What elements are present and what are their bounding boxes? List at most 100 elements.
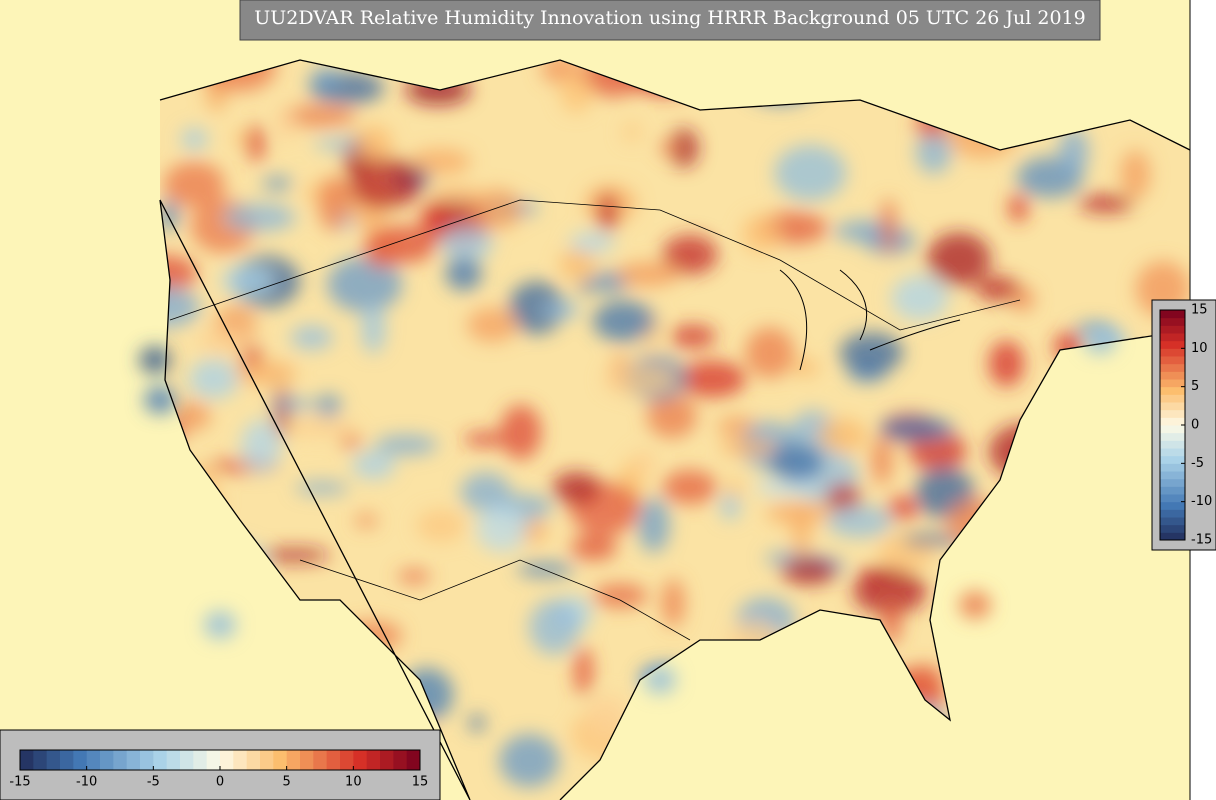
field-blob <box>719 439 778 456</box>
field-blob <box>173 401 211 431</box>
colorbar-swatch <box>1160 440 1185 449</box>
field-blob <box>659 140 680 156</box>
offshore-blob <box>1084 326 1116 354</box>
colorbar-swatch <box>1160 379 1185 388</box>
field-blob <box>577 280 594 293</box>
tick-label: -15 <box>1191 533 1212 548</box>
colorbar-swatch <box>1160 509 1185 518</box>
colorbar-swatch <box>1160 325 1185 334</box>
colorbar-swatch <box>166 750 181 770</box>
colorbar-swatch <box>246 750 261 770</box>
colorbar-swatch <box>1160 371 1185 380</box>
field-blob <box>475 504 528 553</box>
colorbar-swatch <box>233 750 248 770</box>
offshore-blob <box>644 666 676 694</box>
field-blob <box>886 496 919 521</box>
colorbar-swatch <box>1160 409 1185 418</box>
colorbar-swatch <box>1160 333 1185 342</box>
colorbar-swatch <box>113 750 128 770</box>
field-blob <box>826 504 893 538</box>
field-blob <box>927 232 991 287</box>
offshore-blob <box>139 346 171 374</box>
colorbar-swatch <box>340 750 354 770</box>
offshore-field <box>139 326 1116 694</box>
colorbar-swatch <box>1160 317 1185 326</box>
field-blob <box>364 231 402 268</box>
offshore-blob <box>204 611 236 639</box>
colorbar-swatch <box>406 750 421 770</box>
field-blob <box>240 419 282 473</box>
field-blob <box>552 471 601 505</box>
colorbar-swatch <box>273 750 288 770</box>
colorbar-swatch <box>100 750 114 770</box>
field-blob <box>409 148 472 175</box>
field-blob <box>631 449 657 476</box>
field-blob <box>637 497 670 553</box>
field-blob <box>499 734 560 788</box>
field-blob <box>280 105 357 127</box>
colorbar-swatch <box>126 750 141 770</box>
field-blob <box>669 128 699 168</box>
tick-label: 15 <box>1191 303 1208 318</box>
offshore-blob <box>959 591 991 619</box>
field-blob <box>354 513 378 528</box>
field-blob <box>574 646 593 696</box>
tick-label: 5 <box>1191 379 1199 394</box>
field-blob <box>662 235 718 275</box>
field-blob <box>745 327 795 379</box>
field-blob <box>223 203 296 232</box>
colorbar-swatch <box>326 750 341 770</box>
field-blob <box>294 481 350 495</box>
colorbar-swatch <box>1160 501 1185 510</box>
colorbar-swatch <box>1160 386 1185 395</box>
field-blob <box>597 192 618 233</box>
tick-label: -15 <box>9 775 30 790</box>
field-blob <box>468 714 485 732</box>
field-blob <box>397 569 431 584</box>
field-blob <box>351 450 396 480</box>
field-blob <box>1058 128 1089 176</box>
field-blob <box>1078 194 1134 213</box>
colorbar-swatch <box>1160 402 1185 411</box>
field-blob <box>909 430 967 471</box>
coastline <box>159 59 1191 800</box>
field-blob <box>661 578 685 628</box>
field-blob <box>416 508 466 543</box>
colorbar-swatch <box>1160 310 1185 319</box>
colorbar-swatch <box>393 750 408 770</box>
field-blob <box>570 534 618 561</box>
colorbar-swatch <box>33 750 48 770</box>
field-blob <box>569 231 616 254</box>
field-blob <box>234 360 297 386</box>
field-blob <box>221 265 275 296</box>
colorbar-swatch <box>193 750 208 770</box>
field-blob <box>1008 193 1029 223</box>
field-blob <box>780 557 837 585</box>
field-blob <box>290 325 334 350</box>
field-blob <box>339 435 362 449</box>
colorbar-swatch <box>20 750 34 770</box>
field-blob <box>891 275 949 321</box>
colorbar-swatch <box>1160 448 1185 457</box>
great-lakes <box>779 269 961 371</box>
field-blob <box>310 67 341 91</box>
borders <box>169 199 1021 641</box>
colorbar-swatch <box>1160 432 1185 441</box>
colorbar-swatch <box>1160 517 1185 526</box>
field-blob <box>316 394 341 418</box>
field-blob <box>429 185 490 204</box>
colorbar-swatch <box>1160 417 1185 426</box>
field-blob <box>901 533 962 546</box>
field-blob <box>259 548 330 563</box>
tick-label: -10 <box>76 775 97 790</box>
field-blob <box>540 301 581 319</box>
colorbar-swatch <box>1160 394 1185 403</box>
field-blob <box>726 478 743 497</box>
field-blob <box>269 398 316 411</box>
tick-label: -10 <box>1191 494 1212 509</box>
tick-label: 10 <box>1191 341 1208 356</box>
colorbar-swatch <box>1160 455 1185 464</box>
colorbar-swatch <box>380 750 394 770</box>
field-blob <box>529 599 580 655</box>
tick-label: 15 <box>412 775 429 790</box>
